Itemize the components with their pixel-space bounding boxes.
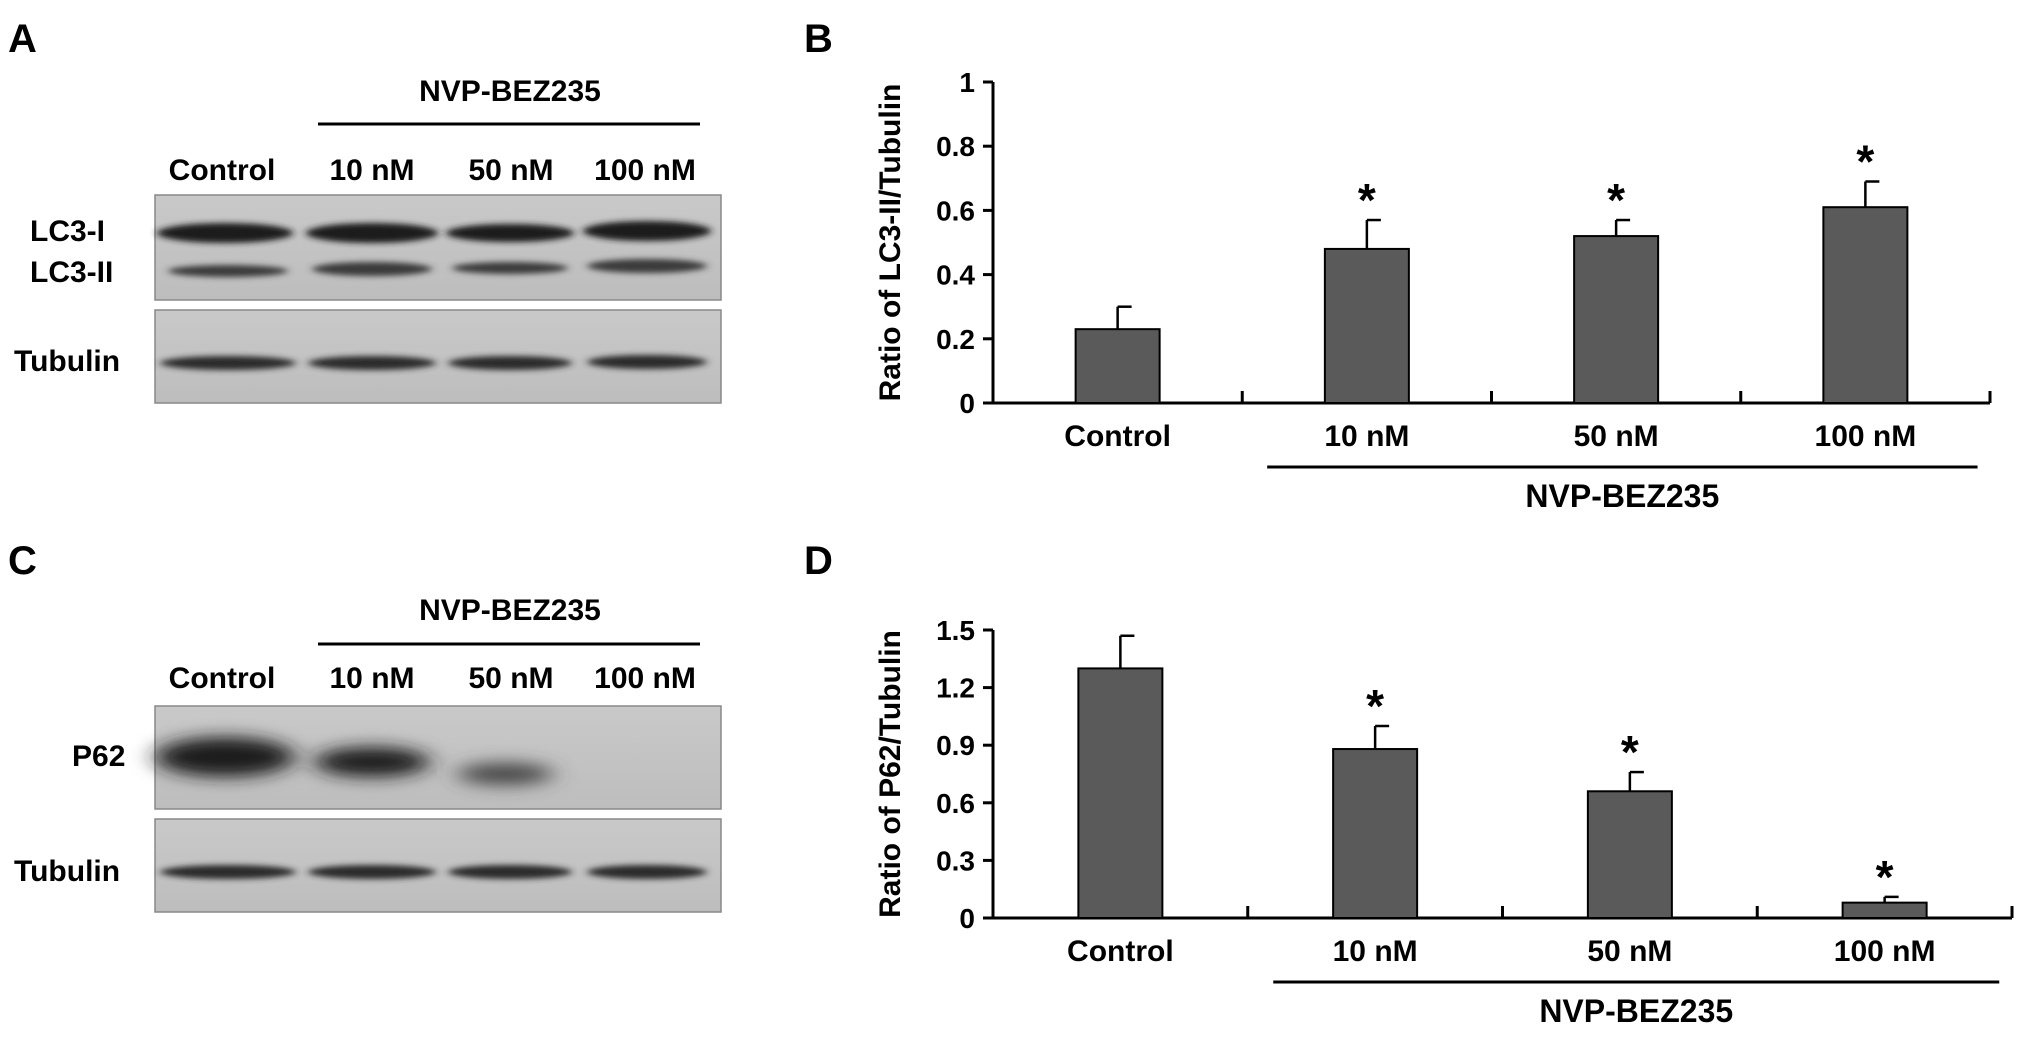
lc3-i-bands xyxy=(157,221,711,243)
significance-marker: * xyxy=(1358,174,1376,226)
panel-letter-a: A xyxy=(8,17,37,61)
panel-a: A NVP-BEZ235 Control 10 nM 50 nM 100 nM … xyxy=(8,17,722,404)
panel-c: C NVP-BEZ235 Control 10 nM 50 nM 100 nM … xyxy=(8,539,722,913)
y-tick-label: 0.9 xyxy=(936,730,975,761)
lane-label: Control xyxy=(169,662,276,695)
lc3-blot xyxy=(154,194,722,301)
x-tick-label: Control xyxy=(1067,935,1174,968)
x-tick-label: 100 nM xyxy=(1834,935,1936,968)
blot-label-tubulin-c: Tubulin xyxy=(14,855,120,888)
x-tick-label: 50 nM xyxy=(1587,935,1672,968)
y-axis-label: Ratio of LC3-II/Tubulin xyxy=(874,84,907,402)
blot-label-tubulin-a: Tubulin xyxy=(14,345,120,378)
x-tick-label: 100 nM xyxy=(1815,420,1917,453)
lane-label: 50 nM xyxy=(468,662,553,695)
tubulin-bands-a xyxy=(160,355,707,370)
x-tick-label: Control xyxy=(1064,420,1171,453)
bar xyxy=(1841,901,1928,920)
lane-label: 100 nM xyxy=(594,154,696,187)
y-tick-label: 0.3 xyxy=(936,845,975,876)
significance-marker: * xyxy=(1856,136,1874,188)
panel-letter-d: D xyxy=(804,539,833,583)
panel-d: D 0 0.3 0.6 0.9 1.2 1.5 Control * 10 nM * 50 nM * 10… xyxy=(804,539,2014,1029)
blot-label-p62: P62 xyxy=(72,740,125,773)
lane-label: 10 nM xyxy=(329,154,414,187)
bar xyxy=(1332,748,1419,919)
bar xyxy=(1323,247,1410,404)
lane-label: 50 nM xyxy=(468,154,553,187)
blot-label-lc3-ii: LC3-II xyxy=(30,256,113,289)
y-tick-label: 0.4 xyxy=(936,260,975,291)
bar xyxy=(1586,790,1673,920)
treatment-label-a: NVP-BEZ235 xyxy=(419,75,601,108)
bar xyxy=(1573,235,1660,404)
chart-b: 0 0.2 0.4 0.6 0.8 1 Control * 10 nM * 50 nM * 100 nM… xyxy=(874,67,1992,514)
x-tick-label: 10 nM xyxy=(1333,935,1418,968)
blot-label-lc3-i: LC3-I xyxy=(30,215,105,248)
panel-letter-c: C xyxy=(8,539,37,583)
lane-label: 10 nM xyxy=(329,662,414,695)
bar xyxy=(1077,667,1164,920)
significance-marker: * xyxy=(1621,726,1639,778)
treatment-label-c: NVP-BEZ235 xyxy=(419,594,601,627)
bar xyxy=(1822,206,1909,404)
lane-label: Control xyxy=(169,154,276,187)
y-tick-label: 0.2 xyxy=(936,324,975,355)
lane-label: 100 nM xyxy=(594,662,696,695)
x-tick-label: 10 nM xyxy=(1324,420,1409,453)
significance-marker: * xyxy=(1366,680,1384,732)
tubulin-bands-c xyxy=(160,865,707,879)
y-axis-label: Ratio of P62/Tubulin xyxy=(874,630,907,918)
panel-b: B 0 0.2 0.4 0.6 0.8 1 Control * 10 nM * 50 nM * 100 … xyxy=(804,17,1992,514)
panel-letter-b: B xyxy=(804,17,833,61)
significance-marker: * xyxy=(1876,851,1894,903)
lane-labels-c: Control 10 nM 50 nM 100 nM xyxy=(169,662,696,695)
bar xyxy=(1074,328,1161,405)
p62-bands xyxy=(155,737,553,785)
y-tick-label: 1 xyxy=(959,67,975,98)
y-tick-label: 0.6 xyxy=(936,788,975,819)
y-tick-label: 0 xyxy=(959,388,975,419)
y-tick-label: 0.6 xyxy=(936,195,975,226)
group-label: NVP-BEZ235 xyxy=(1525,478,1719,514)
y-tick-label: 1.5 xyxy=(936,615,975,646)
group-label: NVP-BEZ235 xyxy=(1539,993,1733,1029)
y-tick-label: 0 xyxy=(959,903,975,934)
x-tick-label: 50 nM xyxy=(1574,420,1659,453)
significance-marker: * xyxy=(1607,174,1625,226)
y-tick-label: 0.8 xyxy=(936,131,975,162)
y-tick-label: 1.2 xyxy=(936,673,975,704)
lc3-ii-bands xyxy=(168,259,707,277)
chart-d: 0 0.3 0.6 0.9 1.2 1.5 Control * 10 nM * 50 nM * 100 … xyxy=(874,615,2014,1029)
lane-labels-a: Control 10 nM 50 nM 100 nM xyxy=(169,154,696,187)
